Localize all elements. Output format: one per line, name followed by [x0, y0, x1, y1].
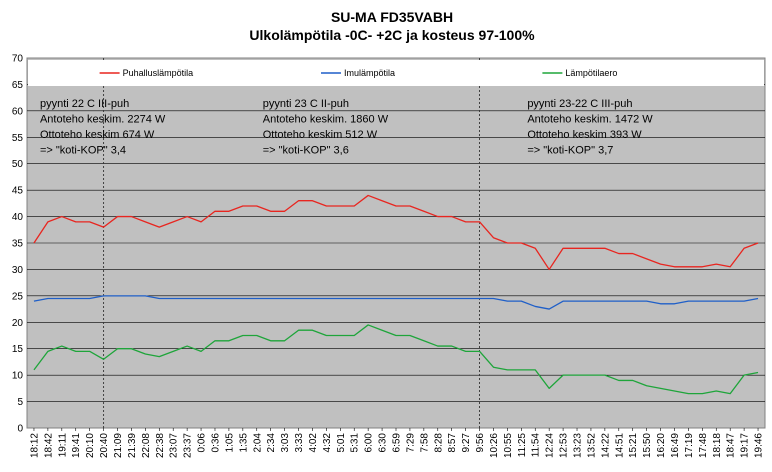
x-tick-label: 16:49	[670, 433, 681, 458]
x-tick-label: 18:42	[43, 433, 54, 458]
series-line-2	[33, 295, 759, 310]
x-tick-label: 5:31	[350, 433, 361, 453]
x-tick-label: 0:36	[210, 433, 221, 453]
x-tick-label: 6:00	[364, 433, 375, 453]
x-tick-label: 17:19	[684, 433, 695, 458]
annotation-line: => "koti-KOP" 3,7	[527, 145, 613, 157]
y-tick-label: 0	[17, 424, 23, 435]
x-tick-label: 20:40	[99, 433, 110, 458]
x-tick-label: 4:32	[322, 433, 333, 453]
annotation-line: Ottoteho keskim 512 W	[263, 129, 378, 141]
x-tick-label: 0:06	[197, 433, 208, 453]
legend-label: Puhalluslämpötila	[123, 68, 194, 78]
x-tick-label: 11:25	[517, 433, 528, 458]
annotation-line: Antoteho keskim. 1472 W	[527, 114, 653, 126]
x-tick-label: 22:38	[155, 433, 166, 458]
x-tick-label: 12:24	[545, 433, 556, 458]
chart-subtitle: Ulkolämpötila -0C- +2C ja kosteus 97-100…	[249, 27, 535, 43]
x-tick-label: 9:27	[461, 433, 472, 453]
annotation-line: pyynti 22 C III-puh	[40, 98, 129, 110]
annotation-line: pyynti 23-22 C III-puh	[527, 98, 632, 110]
x-tick-label: 2:34	[266, 433, 277, 453]
annotation-line: Antoteho keskim. 1860 W	[263, 114, 389, 126]
annotation-line: Ottoteho keskim 393 W	[527, 129, 642, 141]
y-axis: 0 5 10 15 20 25 30 35 40 45 50 55 60 65 70	[12, 54, 24, 435]
x-tick-label: 19:11	[57, 433, 68, 458]
x-tick-label: 18:18	[712, 433, 723, 458]
y-tick-label: 55	[12, 133, 24, 144]
x-tick-label: 23:07	[169, 433, 180, 458]
y-tick-label: 60	[12, 106, 24, 117]
x-tick-label: 20:10	[85, 433, 96, 458]
x-tick-label: 13:52	[586, 433, 597, 458]
x-tick-label: 19:41	[71, 433, 82, 458]
x-tick-label: 7:58	[419, 433, 430, 453]
y-tick-label: 30	[12, 265, 24, 276]
x-tick-label: 19:46	[754, 433, 765, 458]
x-tick-label: 9:56	[475, 433, 486, 453]
y-tick-label: 45	[12, 186, 24, 197]
x-tick-label: 18:12	[29, 433, 40, 458]
annotation-line: Antoteho keskim. 2274 W	[40, 114, 166, 126]
series-group	[33, 194, 759, 395]
chart-title: SU-MA FD35VABH	[331, 9, 453, 25]
annotation-line: pyynti 23 C II-puh	[263, 98, 349, 110]
grid	[27, 84, 765, 402]
y-tick-label: 25	[12, 291, 24, 302]
y-tick-label: 20	[12, 318, 24, 329]
x-tick-label: 1:05	[224, 433, 235, 453]
annotation-line: => "koti-KOP" 3,4	[40, 145, 126, 157]
x-tick-label: 5:01	[336, 433, 347, 453]
y-tick-label: 35	[12, 239, 24, 250]
x-tick-label: 4:02	[308, 433, 319, 453]
x-tick-label: 10:55	[503, 433, 514, 458]
legend-label: Imulämpötila	[344, 68, 395, 78]
x-tick-label: 6:59	[392, 433, 403, 453]
x-tick-label: 14:22	[600, 433, 611, 458]
series-line-3	[33, 324, 759, 395]
x-tick-label: 3:33	[294, 433, 305, 453]
x-tick-label: 15:21	[628, 433, 639, 458]
legend: Puhalluslämpötila Imulämpötila Lämpötilaer…	[99, 68, 617, 78]
x-tick-label: 12:53	[559, 433, 570, 458]
period-separators	[103, 58, 480, 428]
x-tick-label: 11:54	[531, 433, 542, 458]
annotations: pyynti 22 C III-puh Antoteho keskim. 2274…	[40, 98, 653, 157]
x-tick-label: 8:57	[447, 433, 458, 453]
x-tick-label: 3:03	[280, 433, 291, 453]
x-tick-label: 10:26	[489, 433, 500, 458]
legend-label: Lämpötilaero	[565, 68, 617, 78]
x-tick-label: 15:50	[642, 433, 653, 458]
x-tick-label: 23:37	[183, 433, 194, 458]
x-tick-label: 13:23	[573, 433, 584, 458]
legend-box	[28, 60, 764, 86]
y-tick-label: 40	[12, 212, 24, 223]
x-tick-label: 6:30	[378, 433, 389, 453]
y-tick-label: 5	[17, 397, 23, 408]
x-tick-label: 8:28	[433, 433, 444, 453]
x-tick-label: 21:09	[113, 433, 124, 458]
annotation-line: => "koti-KOP" 3,6	[263, 145, 349, 157]
x-axis: 18:12 18:42 19:11 19:41 20:10 20:40 21:09 21:39…	[29, 428, 765, 458]
x-tick-label: 17:48	[698, 433, 709, 458]
y-tick-label: 15	[12, 344, 24, 355]
y-tick-label: 70	[12, 54, 24, 65]
annotation-line: Ottoteho keskim 674 W	[40, 129, 155, 141]
x-tick-label: 14:51	[614, 433, 625, 458]
x-tick-label: 1:35	[238, 433, 249, 453]
x-tick-label: 19:17	[740, 433, 751, 458]
y-tick-label: 50	[12, 159, 24, 170]
x-tick-label: 18:47	[726, 433, 737, 458]
x-tick-label: 2:04	[252, 433, 263, 453]
x-tick-label: 22:08	[141, 433, 152, 458]
x-tick-label: 7:29	[405, 433, 416, 453]
series-line-1	[33, 194, 759, 271]
x-tick-label: 16:20	[656, 433, 667, 458]
x-tick-label: 21:39	[127, 433, 138, 458]
y-tick-label: 65	[12, 80, 24, 91]
y-tick-label: 10	[12, 371, 24, 382]
